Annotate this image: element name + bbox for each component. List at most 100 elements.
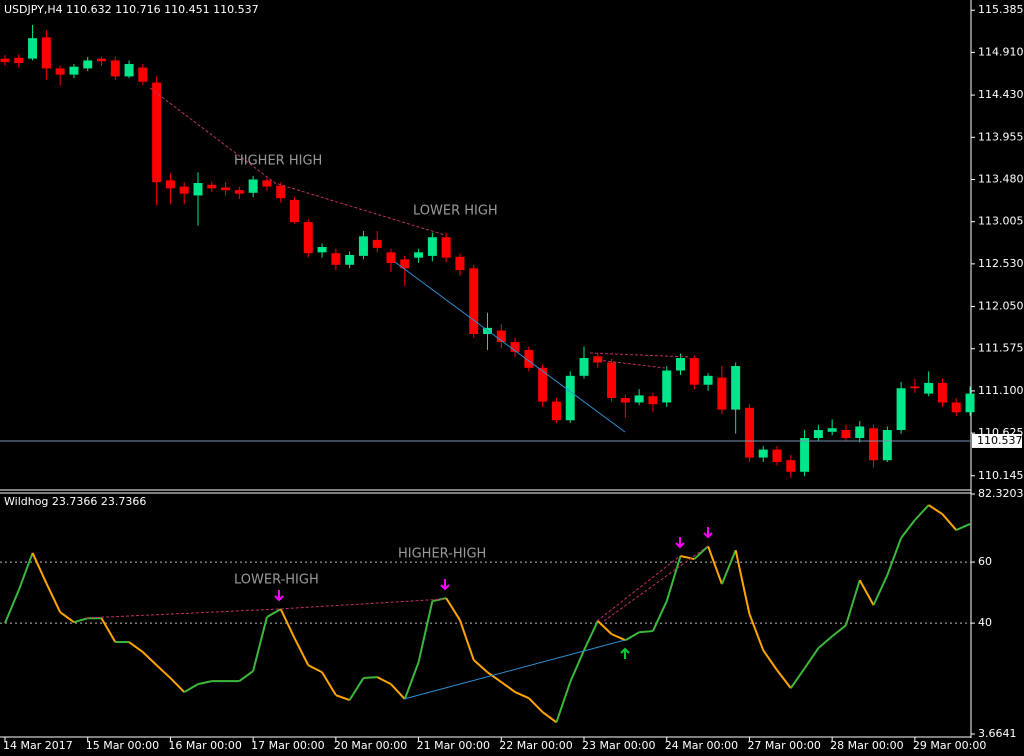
candle-body xyxy=(510,342,520,352)
candle-body xyxy=(276,185,286,199)
trend-line xyxy=(149,87,446,236)
candle-body xyxy=(469,268,479,335)
indicator-segment xyxy=(169,677,185,693)
y-tick-label: 40 xyxy=(978,616,992,629)
y-tick-label: 115.385 xyxy=(978,3,1024,16)
indicator-segment xyxy=(844,579,861,626)
candle-body xyxy=(221,187,231,191)
x-tick-label: 24 Mar 00:00 xyxy=(665,739,738,752)
candle-body xyxy=(634,395,644,403)
candle-body xyxy=(786,460,796,472)
candle-body xyxy=(538,367,548,402)
candle-body xyxy=(14,57,24,64)
indicator-segment xyxy=(665,555,682,602)
candle-body xyxy=(303,222,313,254)
x-tick-label: 23 Mar 00:00 xyxy=(582,739,655,752)
down-arrow xyxy=(440,579,450,591)
indicator-segment xyxy=(500,681,516,693)
candle-body xyxy=(620,398,630,403)
indicator-segment xyxy=(458,619,475,661)
candle-body xyxy=(772,449,782,463)
indicator-segment xyxy=(914,504,930,521)
candle-body xyxy=(248,179,258,193)
candle-body xyxy=(551,401,561,421)
candle-body xyxy=(924,382,934,394)
y-tick-label: 111.575 xyxy=(978,342,1024,355)
candle-body xyxy=(179,186,189,194)
candle-body xyxy=(648,396,658,405)
candle-body xyxy=(813,430,823,439)
indicator-segment xyxy=(748,613,765,651)
indicator-segment xyxy=(197,680,213,686)
candle-body xyxy=(593,356,603,363)
indicator-segment xyxy=(583,620,599,651)
indicator-title: Wildhog 23.7366 23.7366 xyxy=(4,495,146,508)
annotation: LOWER HIGH xyxy=(413,204,498,219)
candle-body xyxy=(496,330,506,343)
indicator-segment xyxy=(858,579,875,606)
candle-body xyxy=(290,199,300,223)
trend-lines xyxy=(85,87,709,700)
candle-body xyxy=(662,370,672,403)
indicator-segment xyxy=(266,608,282,618)
candle-body xyxy=(69,66,79,75)
indicator-segment xyxy=(390,683,406,700)
indicator-segment xyxy=(45,582,62,613)
annotation: HIGHER-HIGH xyxy=(398,547,486,562)
indicator-segment xyxy=(707,545,723,585)
candle-body xyxy=(345,254,355,265)
indicator-segment xyxy=(514,691,530,700)
x-tick-label: 28 Mar 00:00 xyxy=(830,739,903,752)
indicator-segment xyxy=(155,664,172,679)
down-arrow xyxy=(703,527,713,539)
candle-body xyxy=(400,259,410,269)
candle-body xyxy=(565,375,575,421)
trend-line xyxy=(597,359,666,369)
indicator-segment xyxy=(238,670,254,682)
candle-body xyxy=(731,366,741,410)
indicator-segment xyxy=(831,624,847,638)
indicator-segment xyxy=(73,617,88,624)
candle-body xyxy=(28,38,38,59)
indicator-segment xyxy=(4,589,20,624)
candle-body xyxy=(124,63,134,77)
indicator-segment xyxy=(252,616,268,672)
x-tick-label: 15 Mar 00:00 xyxy=(86,739,159,752)
trend-line xyxy=(403,639,626,700)
indicator-segment xyxy=(335,694,350,701)
candle-body xyxy=(152,82,162,183)
indicator-segment xyxy=(486,671,502,683)
candle-body xyxy=(717,377,727,410)
candle-body xyxy=(41,37,51,69)
y-tick-label: 113.955 xyxy=(978,130,1024,143)
indicator-segment xyxy=(293,637,310,666)
indicator-segment xyxy=(128,641,144,653)
indicator-segment xyxy=(652,600,668,632)
candle-body xyxy=(937,382,947,403)
candle-body xyxy=(138,67,148,82)
indicator-segment xyxy=(363,676,378,680)
down-arrow xyxy=(274,590,284,602)
candle-body xyxy=(441,237,451,258)
candle-body xyxy=(317,246,327,253)
indicator-segment xyxy=(693,545,709,560)
indicator-segment xyxy=(417,600,434,663)
indicator-segment xyxy=(680,555,695,561)
indicator-segment xyxy=(183,683,199,693)
candle-body xyxy=(855,426,865,439)
candle-body xyxy=(427,237,437,256)
y-tick-label: 112.050 xyxy=(978,300,1024,313)
x-tick-label: 21 Mar 00:00 xyxy=(417,739,490,752)
indicator-segment xyxy=(734,549,751,615)
candle-body xyxy=(758,449,768,458)
indicator-segment xyxy=(17,552,34,591)
y-tick-label: 112.530 xyxy=(978,257,1024,270)
down-arrow xyxy=(675,537,685,549)
indicator-segment xyxy=(403,661,420,700)
candle-body xyxy=(455,256,465,271)
x-tick-label: 16 Mar 00:00 xyxy=(168,739,241,752)
indicator-segment xyxy=(528,697,544,713)
indicator-segment xyxy=(542,711,558,724)
indicator-segment xyxy=(928,504,944,516)
